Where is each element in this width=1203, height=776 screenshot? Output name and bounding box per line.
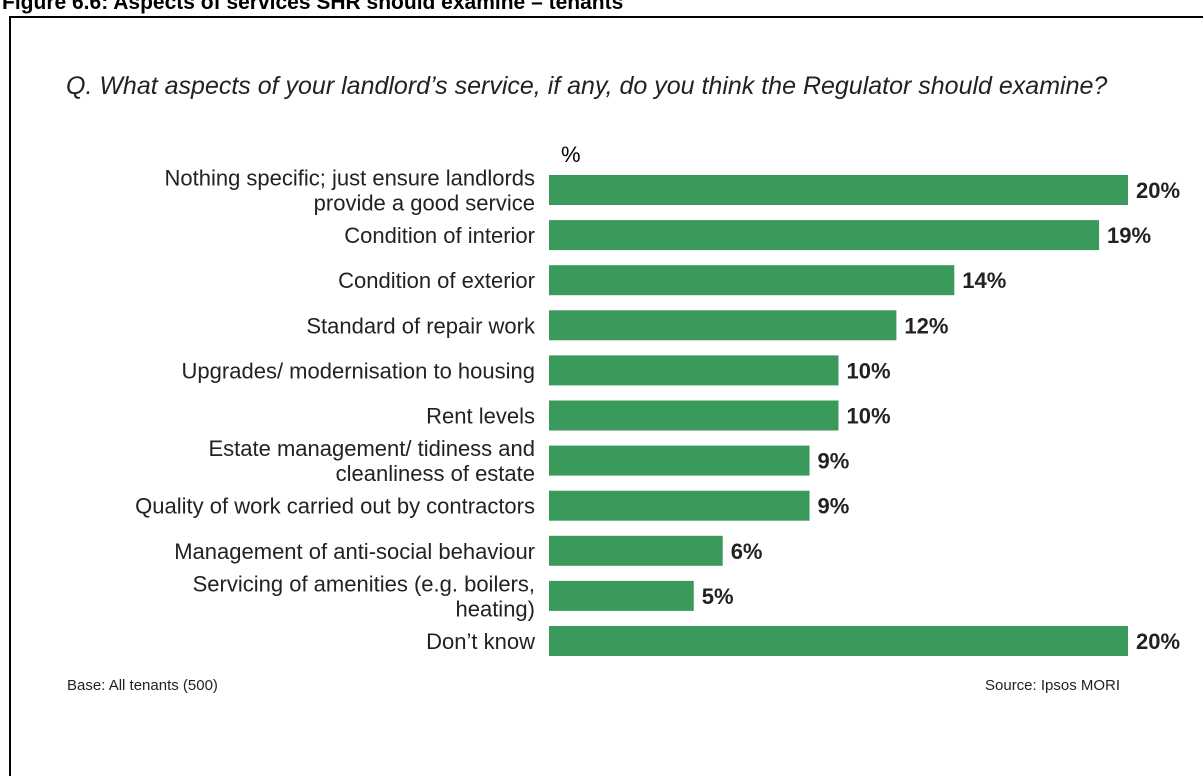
- value-label-5: 10%: [847, 358, 891, 383]
- category-label-1-line-2: provide a good service: [314, 191, 535, 216]
- base-note: Base: All tenants (500): [67, 677, 218, 694]
- category-label-1-line-1: Nothing specific; just ensure landlords: [164, 166, 535, 191]
- value-label-10: 5%: [702, 584, 734, 609]
- bar-7: [549, 445, 810, 476]
- category-label-7-line-1: Estate management/ tidiness and: [208, 436, 535, 461]
- bar-10: [549, 580, 694, 611]
- figure-title: Figure 6.6: Aspects of services SHR shou…: [2, 0, 624, 14]
- figure-frame: [9, 16, 1203, 776]
- category-label-4: Standard of repair work: [306, 313, 536, 338]
- bar-1: [549, 175, 1128, 205]
- category-label-3: Condition of exterior: [338, 268, 535, 293]
- value-label-3: 14%: [962, 268, 1006, 293]
- category-label-9: Management of anti-social behaviour: [174, 539, 535, 564]
- value-label-8: 9%: [818, 494, 850, 519]
- bar-8: [549, 490, 810, 521]
- category-label-5: Upgrades/ modernisation to housing: [182, 358, 535, 383]
- bar-4: [549, 310, 897, 341]
- value-label-2: 19%: [1107, 223, 1151, 248]
- category-label-11: Don’t know: [426, 629, 535, 654]
- unit-label: %: [561, 142, 581, 167]
- value-label-1: 20%: [1136, 178, 1180, 203]
- bar-5: [549, 355, 839, 386]
- value-label-4: 12%: [904, 313, 948, 338]
- category-label-6: Rent levels: [426, 404, 535, 429]
- bar-11: [549, 626, 1128, 656]
- bar-3: [549, 265, 955, 296]
- category-label-7-line-2: cleanliness of estate: [336, 461, 535, 486]
- bar-2: [549, 220, 1100, 251]
- source-note: Source: Ipsos MORI: [985, 677, 1121, 694]
- survey-question: Q. What aspects of your landlord’s servi…: [66, 72, 1108, 100]
- value-label-7: 9%: [818, 449, 850, 474]
- category-label-10-line-1: Servicing of amenities (e.g. boilers,: [193, 571, 535, 596]
- value-label-11: 20%: [1136, 629, 1180, 654]
- bar-6: [549, 400, 839, 431]
- category-label-8: Quality of work carried out by contracto…: [135, 494, 535, 519]
- category-label-10-line-2: heating): [455, 596, 535, 621]
- value-label-6: 10%: [847, 404, 891, 429]
- value-label-9: 6%: [731, 539, 763, 564]
- bar-9: [549, 535, 723, 566]
- category-label-2: Condition of interior: [344, 223, 535, 248]
